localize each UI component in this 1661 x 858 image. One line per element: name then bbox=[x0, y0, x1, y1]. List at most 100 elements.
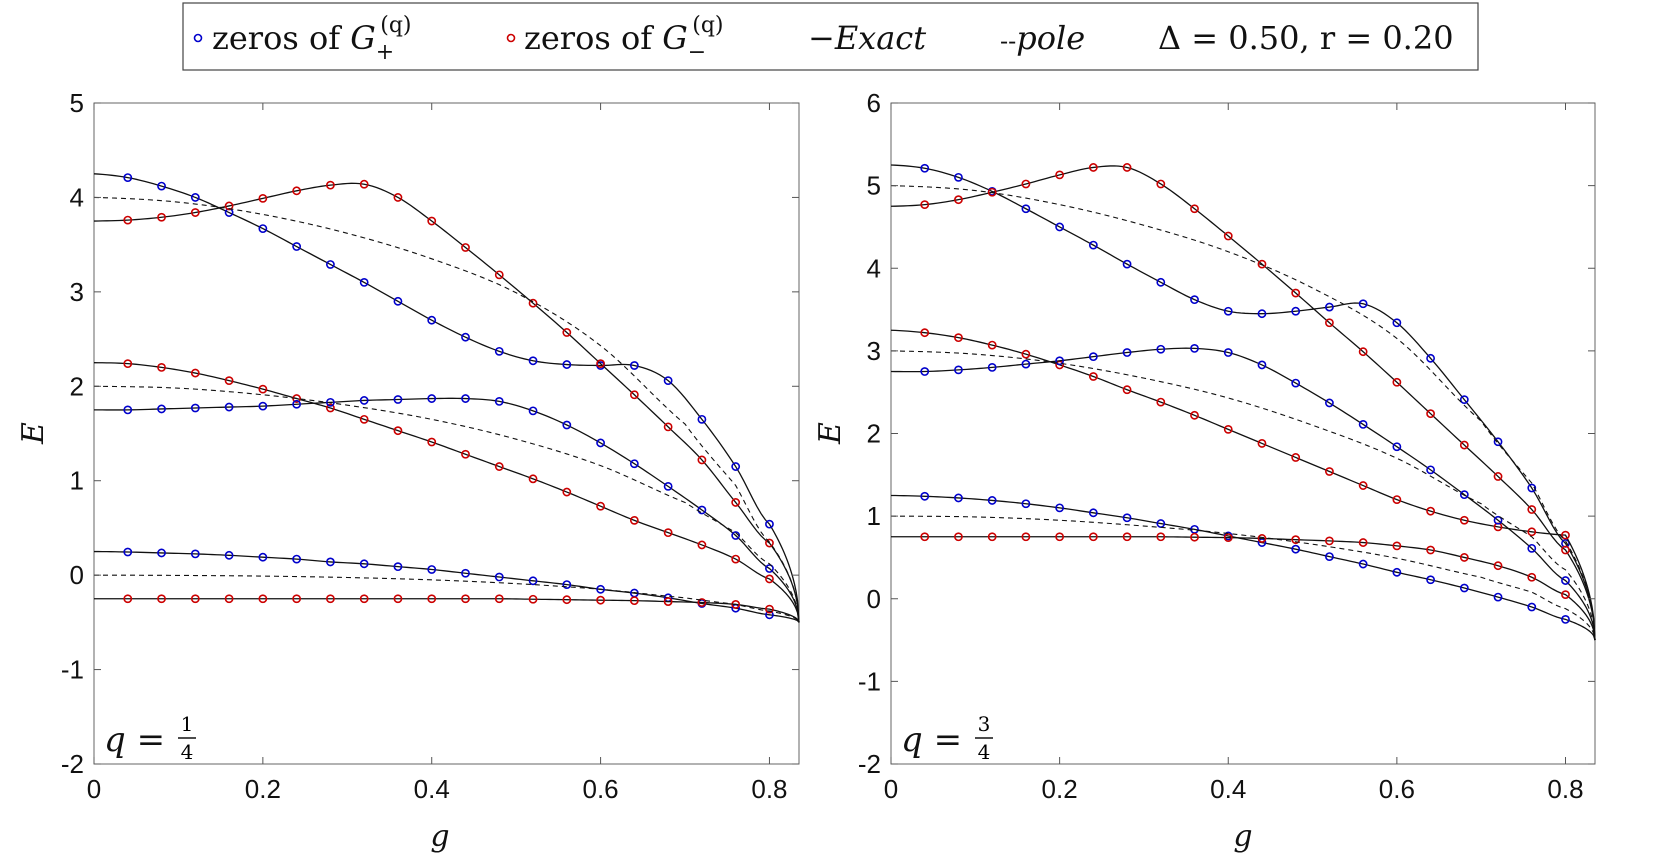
zero-minus-marker bbox=[629, 596, 639, 606]
zero-minus-marker bbox=[1257, 534, 1267, 543]
zero-plus-marker bbox=[157, 181, 166, 191]
zero-plus-marker bbox=[1021, 359, 1031, 369]
zero-minus-marker bbox=[427, 437, 437, 447]
zero-plus-marker bbox=[359, 559, 369, 569]
zero-minus-marker bbox=[1122, 385, 1132, 395]
zero-minus-marker bbox=[765, 604, 774, 614]
zero-plus-marker bbox=[123, 173, 133, 182]
zero-minus-marker bbox=[494, 270, 504, 280]
zero-plus-marker bbox=[1122, 348, 1132, 357]
x-tick-label: 0.6 bbox=[1379, 774, 1415, 804]
annotation-right: q = 3 4 bbox=[901, 712, 993, 764]
zero-minus-marker bbox=[393, 594, 403, 604]
zero-plus-marker bbox=[731, 462, 741, 471]
zero-plus-marker bbox=[1493, 437, 1503, 447]
curves-right bbox=[890, 163, 1596, 641]
x-axis-label-right: g bbox=[1233, 819, 1252, 854]
zero-minus-marker bbox=[1088, 532, 1098, 542]
legend-plus-marker bbox=[193, 33, 203, 43]
zero-plus-marker bbox=[1459, 583, 1469, 593]
zero-plus-marker bbox=[663, 376, 673, 386]
zero-minus-marker bbox=[663, 528, 673, 538]
axes-box-left bbox=[93, 102, 800, 765]
zero-minus-marker bbox=[1459, 515, 1469, 525]
pole-curve bbox=[890, 350, 1596, 641]
exact-curve bbox=[890, 164, 1596, 641]
y-tick-label: 2 bbox=[70, 371, 84, 401]
zero-minus-marker bbox=[562, 595, 572, 605]
zero-minus-marker bbox=[629, 515, 639, 525]
zero-minus-marker bbox=[224, 594, 234, 604]
zero-plus-marker bbox=[258, 401, 268, 411]
zero-plus-marker bbox=[393, 296, 403, 306]
zero-plus-marker bbox=[224, 402, 234, 412]
zero-plus-marker bbox=[258, 224, 268, 233]
zero-minus-marker bbox=[224, 376, 234, 386]
ticks-right: 0 0.2 0.4 0.6 0.8 -2 -1 0 1 2 3 4 5 6 bbox=[858, 88, 1595, 804]
zero-plus-marker bbox=[1223, 348, 1233, 357]
zero-minus-marker bbox=[954, 333, 963, 343]
zero-minus-marker bbox=[1459, 440, 1469, 450]
zero-minus-marker bbox=[1122, 163, 1132, 172]
zero-minus-marker bbox=[697, 455, 707, 465]
zero-plus-marker bbox=[596, 584, 605, 594]
zero-minus-marker bbox=[1257, 259, 1267, 269]
zero-minus-marker bbox=[731, 498, 741, 507]
zero-plus-marker bbox=[987, 362, 997, 372]
zero-plus-marker bbox=[1021, 499, 1031, 509]
annotation-left-den: 4 bbox=[181, 740, 194, 764]
annotation-right-prefix: q = bbox=[901, 720, 962, 760]
annotation-left: q = 1 4 bbox=[104, 712, 196, 764]
zero-plus-marker bbox=[1358, 420, 1368, 429]
zero-minus-marker bbox=[765, 538, 774, 548]
zero-minus-marker bbox=[987, 532, 997, 542]
zero-plus-marker bbox=[765, 519, 774, 529]
zero-plus-marker bbox=[359, 396, 369, 405]
exact-curve bbox=[890, 494, 1596, 641]
zero-minus-marker bbox=[1088, 372, 1098, 381]
zero-minus-marker bbox=[123, 215, 133, 225]
zero-minus-marker bbox=[494, 462, 504, 471]
zero-plus-marker bbox=[1426, 575, 1435, 585]
zero-minus-marker bbox=[1392, 541, 1402, 551]
zero-minus-marker bbox=[1021, 179, 1031, 189]
zero-minus-marker bbox=[1527, 572, 1537, 582]
zero-plus-marker bbox=[1392, 442, 1402, 452]
zero-minus-marker bbox=[494, 594, 504, 604]
zero-minus-marker bbox=[528, 474, 538, 484]
zero-plus-marker bbox=[292, 399, 302, 409]
zero-minus-marker bbox=[1088, 163, 1098, 172]
zero-plus-marker bbox=[1459, 490, 1469, 500]
y-tick-label: 1 bbox=[70, 466, 84, 496]
y-tick-label: -2 bbox=[61, 749, 84, 779]
y-tick-label: 1 bbox=[867, 501, 881, 531]
zero-plus-marker bbox=[224, 550, 234, 560]
zero-minus-marker bbox=[461, 449, 470, 459]
zero-plus-marker bbox=[427, 394, 437, 403]
zero-plus-marker bbox=[1122, 513, 1132, 523]
legend-minus-symbol: G bbox=[662, 19, 688, 57]
zero-plus-marker bbox=[1291, 306, 1301, 316]
y-tick-label: 6 bbox=[867, 88, 881, 118]
zero-plus-marker bbox=[461, 394, 470, 403]
zero-minus-marker bbox=[1156, 397, 1166, 407]
pole-curve bbox=[93, 574, 800, 623]
zero-plus-marker bbox=[1392, 567, 1402, 577]
zero-plus-marker bbox=[1493, 592, 1503, 602]
zero-plus-marker bbox=[528, 406, 538, 416]
ticks-left: 0 0.2 0.4 0.6 0.8 -2 -1 0 1 2 3 4 5 bbox=[61, 88, 799, 804]
x-tick-label: 0 bbox=[87, 774, 101, 804]
zero-minus-marker bbox=[1459, 553, 1469, 562]
zero-minus-marker bbox=[1426, 545, 1435, 555]
zero-minus-marker bbox=[224, 201, 234, 211]
zero-plus-marker bbox=[1088, 240, 1098, 250]
zero-minus-marker bbox=[1325, 536, 1334, 546]
y-tick-label: 3 bbox=[867, 336, 881, 366]
zero-minus-marker bbox=[1021, 532, 1031, 542]
zero-plus-marker bbox=[427, 565, 437, 574]
zero-plus-marker bbox=[562, 360, 572, 369]
legend-params: Δ = 0.50, r = 0.20 bbox=[1158, 19, 1454, 57]
zero-minus-marker bbox=[190, 594, 200, 604]
y-tick-label: -2 bbox=[858, 749, 881, 779]
panel-right: 0 0.2 0.4 0.6 0.8 -2 -1 0 1 2 3 4 5 6 g E q = 3 4 bbox=[813, 88, 1596, 854]
